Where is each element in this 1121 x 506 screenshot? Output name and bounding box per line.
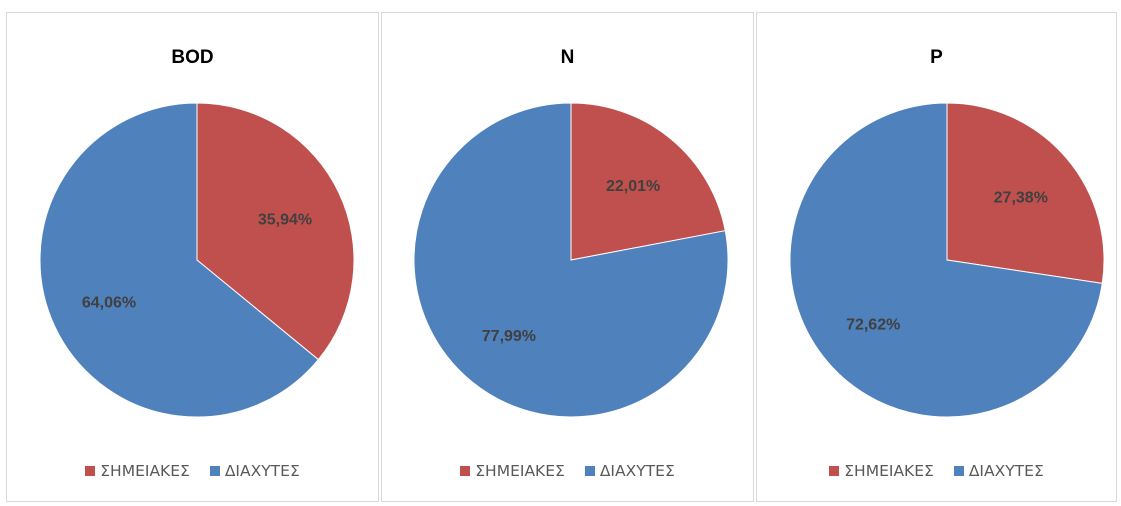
pie-slice-diffuse [789,102,1103,418]
pie-slice-point [570,102,726,261]
data-label-point: 27,38% [994,190,1048,207]
legend-label-diffuse: ΔΙΑΧΥΤΕΣ [599,462,675,480]
chart-title-bod: BOD [171,47,214,68]
legend-label-point: ΣΗΜΕΙΑΚΕΣ [844,462,934,480]
chart-panel-n: N 22,01% 77,99% ΣΗΜΕΙΑΚΕΣ ΔΙΑΧΥΤΕΣ [381,12,754,502]
legend-n: ΣΗΜΕΙΑΚΕΣ ΔΙΑΧΥΤΕΣ [382,462,753,480]
legend-swatch-diffuse [209,466,220,476]
data-label-diffuse: 72,62% [846,317,900,334]
chart-title-p: P [930,47,943,68]
legend-swatch-point [829,466,840,476]
data-label-diffuse: 64,06% [82,295,136,312]
legend-label-point: ΣΗΜΕΙΑΚΕΣ [100,462,190,480]
legend-swatch-diffuse [953,466,964,476]
pie-slice-point [196,102,355,361]
data-label-diffuse: 77,99% [482,328,536,345]
legend-label-point: ΣΗΜΕΙΑΚΕΣ [475,462,565,480]
legend-item-diffuse: ΔΙΑΧΥΤΕΣ [209,462,300,480]
data-label-point: 22,01% [606,178,660,195]
pie-chart-p: 27,38% 72,62% [789,102,1105,418]
legend-label-diffuse: ΔΙΑΧΥΤΕΣ [224,462,300,480]
legend-swatch-point [460,466,471,476]
legend-p: ΣΗΜΕΙΑΚΕΣ ΔΙΑΧΥΤΕΣ [757,462,1116,480]
legend-item-point: ΣΗΜΕΙΑΚΕΣ [829,462,934,480]
chart-panel-bod: BOD 35,94% 64,06% ΣΗΜΕΙΑΚΕΣ ΔΙΑΧΥΤΕΣ [6,12,379,502]
pie-slice-point [946,102,1105,284]
chart-panel-p: P 27,38% 72,62% ΣΗΜΕΙΑΚΕΣ ΔΙΑΧΥΤΕΣ [756,12,1117,502]
legend-item-point: ΣΗΜΕΙΑΚΕΣ [460,462,565,480]
chart-title-n: N [560,47,575,68]
legend-item-point: ΣΗΜΕΙΑΚΕΣ [85,462,190,480]
data-label-point: 35,94% [258,211,312,228]
pie-chart-n: 22,01% 77,99% [413,102,729,418]
pie-chart-bod: 35,94% 64,06% [39,102,355,418]
legend-bod: ΣΗΜΕΙΑΚΕΣ ΔΙΑΧΥΤΕΣ [7,462,378,480]
legend-item-diffuse: ΔΙΑΧΥΤΕΣ [953,462,1044,480]
legend-item-diffuse: ΔΙΑΧΥΤΕΣ [584,462,675,480]
legend-swatch-diffuse [584,466,595,476]
legend-swatch-point [85,466,96,476]
pie-slice-diffuse [39,102,320,418]
pie-slice-diffuse [413,102,729,418]
legend-label-diffuse: ΔΙΑΧΥΤΕΣ [968,462,1044,480]
